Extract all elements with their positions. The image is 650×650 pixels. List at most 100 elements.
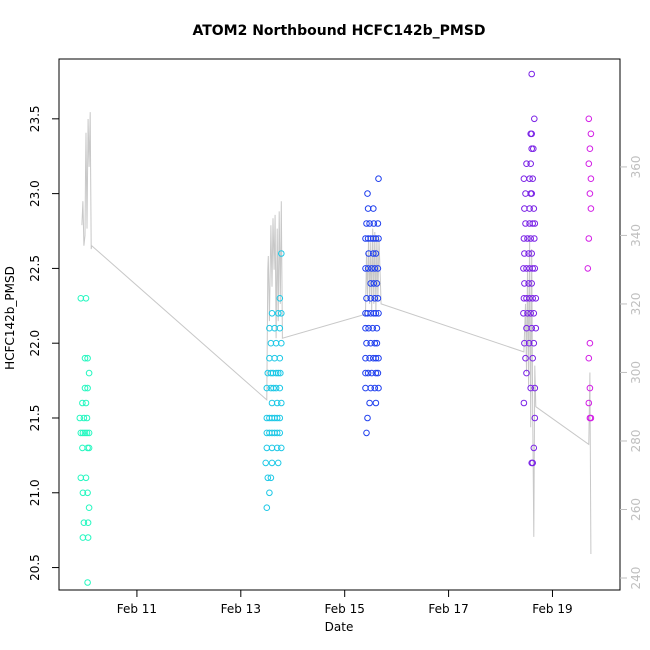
point-flight4-52: [530, 145, 537, 152]
point-flight3-7: [375, 384, 382, 392]
point-flight4-47: [526, 175, 533, 182]
point-flight4-49: [523, 160, 530, 167]
altitude-line-group: [81, 112, 592, 555]
y-tick-label-1: 21.0: [28, 479, 42, 506]
point-flight4-4: [522, 354, 529, 362]
point-flight3-45: [370, 250, 377, 257]
point-flight4-0: [520, 399, 528, 407]
y-tick-label-6: 23.5: [28, 105, 42, 132]
point-flight2-50: [278, 250, 285, 257]
point-flight3-53: [363, 220, 370, 227]
point-flight2-48: [278, 310, 285, 317]
point-flight2-1: [266, 489, 273, 497]
point-flight2-49: [276, 295, 284, 302]
point-flight3-1: [364, 414, 371, 422]
point-flight2-42: [278, 339, 285, 347]
point-flight1-2: [81, 354, 89, 362]
point-flight4-34: [527, 235, 535, 242]
point-flight4-32: [520, 235, 528, 242]
point-flight3-19: [367, 339, 375, 347]
point-flight2-39: [276, 354, 284, 362]
point-flight4-18: [526, 295, 533, 302]
point-flight4-1: [523, 369, 530, 377]
point-flight5-2: [586, 145, 594, 152]
point-flight4-25: [523, 265, 530, 272]
point-flight2-9: [273, 444, 281, 452]
chart-title: ATOM2 Northbound HCFC142b_PMSD: [192, 23, 485, 39]
point-flight1-3: [84, 354, 91, 362]
point-flight4-2: [527, 384, 535, 392]
y2-tick-label-2: 280: [629, 430, 643, 453]
point-flight4-50: [527, 160, 535, 167]
point-flight3-25: [373, 324, 381, 332]
x-tick-label-1: Feb 13: [221, 602, 261, 616]
y-axis-label: HCFC142b_PMSD: [3, 266, 17, 370]
y-axis-right: 240 260 280 300 320 340 360: [620, 155, 643, 589]
point-flight5-0: [585, 115, 593, 123]
point-flight2-0: [263, 504, 271, 512]
point-flight2-47: [274, 310, 282, 317]
point-flight4-22: [525, 280, 532, 287]
x-tick-label-0: Feb 11: [117, 602, 157, 616]
point-flight2-28: [270, 384, 277, 392]
point-flight3-32: [363, 295, 370, 302]
point-flight3-60: [375, 175, 382, 182]
point-flight4-57: [531, 414, 539, 422]
point-flight3-58: [370, 205, 377, 212]
point-flight3-42: [371, 265, 379, 272]
point-flight4-10: [528, 324, 536, 332]
point-flight1-1: [82, 295, 90, 302]
point-flight3-20: [371, 339, 379, 347]
point-flight4-35: [531, 235, 538, 242]
point-flight3-27: [364, 310, 371, 317]
point-flight1-25: [80, 519, 88, 527]
point-flight3-17: [375, 354, 382, 362]
point-flight4-23: [528, 280, 536, 287]
point-flight2-35: [274, 369, 282, 377]
point-flight3-2: [366, 399, 373, 407]
point-flight4-48: [529, 175, 537, 182]
point-flight3-38: [373, 280, 381, 287]
point-flight2-5: [268, 459, 276, 467]
point-flight3-13: [362, 354, 369, 362]
point-flight2-45: [276, 324, 284, 332]
point-flight4-3: [531, 384, 539, 392]
y2-tick-label-5: 340: [629, 224, 643, 247]
point-flight4-8: [530, 339, 538, 347]
point-flight2-24: [273, 399, 281, 407]
point-flight4-58: [530, 444, 538, 452]
point-flight3-46: [372, 250, 380, 257]
point-flight3-18: [363, 339, 370, 347]
point-flight1-29: [84, 579, 91, 586]
point-flight5-9: [586, 339, 594, 347]
point-flight3-56: [374, 220, 382, 227]
point-flight2-25: [278, 399, 285, 407]
point-flight5-3: [585, 160, 593, 167]
point-flight2-34: [272, 369, 280, 377]
point-flight3-8: [362, 369, 369, 377]
point-flight3-55: [370, 220, 378, 227]
point-flight4-54: [528, 130, 536, 138]
point-flight3-14: [366, 354, 373, 362]
point-flight1-24: [85, 504, 93, 512]
point-flight5-14: [587, 414, 595, 422]
point-flight3-5: [367, 384, 375, 392]
point-flight4-12: [520, 310, 527, 317]
y-tick-label-3: 22.0: [28, 330, 42, 357]
point-flight1-6: [84, 384, 91, 392]
point-flight2-6: [274, 459, 282, 467]
point-flight4-55: [531, 115, 538, 123]
point-flight2-36: [277, 369, 284, 377]
point-flight1-22: [79, 489, 87, 497]
point-flight3-39: [362, 265, 369, 272]
point-flight4-20: [532, 295, 540, 302]
point-flight4-45: [528, 190, 536, 197]
y-tick-label-2: 21.5: [28, 405, 42, 432]
point-flight1-14: [81, 429, 89, 437]
point-flight5-12: [585, 399, 593, 407]
point-flight3-0: [363, 429, 370, 437]
point-flight3-3: [372, 399, 380, 407]
y2-tick-label-4: 320: [629, 292, 643, 315]
point-flight3-41: [368, 265, 376, 272]
y2-tick-label-1: 260: [629, 498, 643, 521]
